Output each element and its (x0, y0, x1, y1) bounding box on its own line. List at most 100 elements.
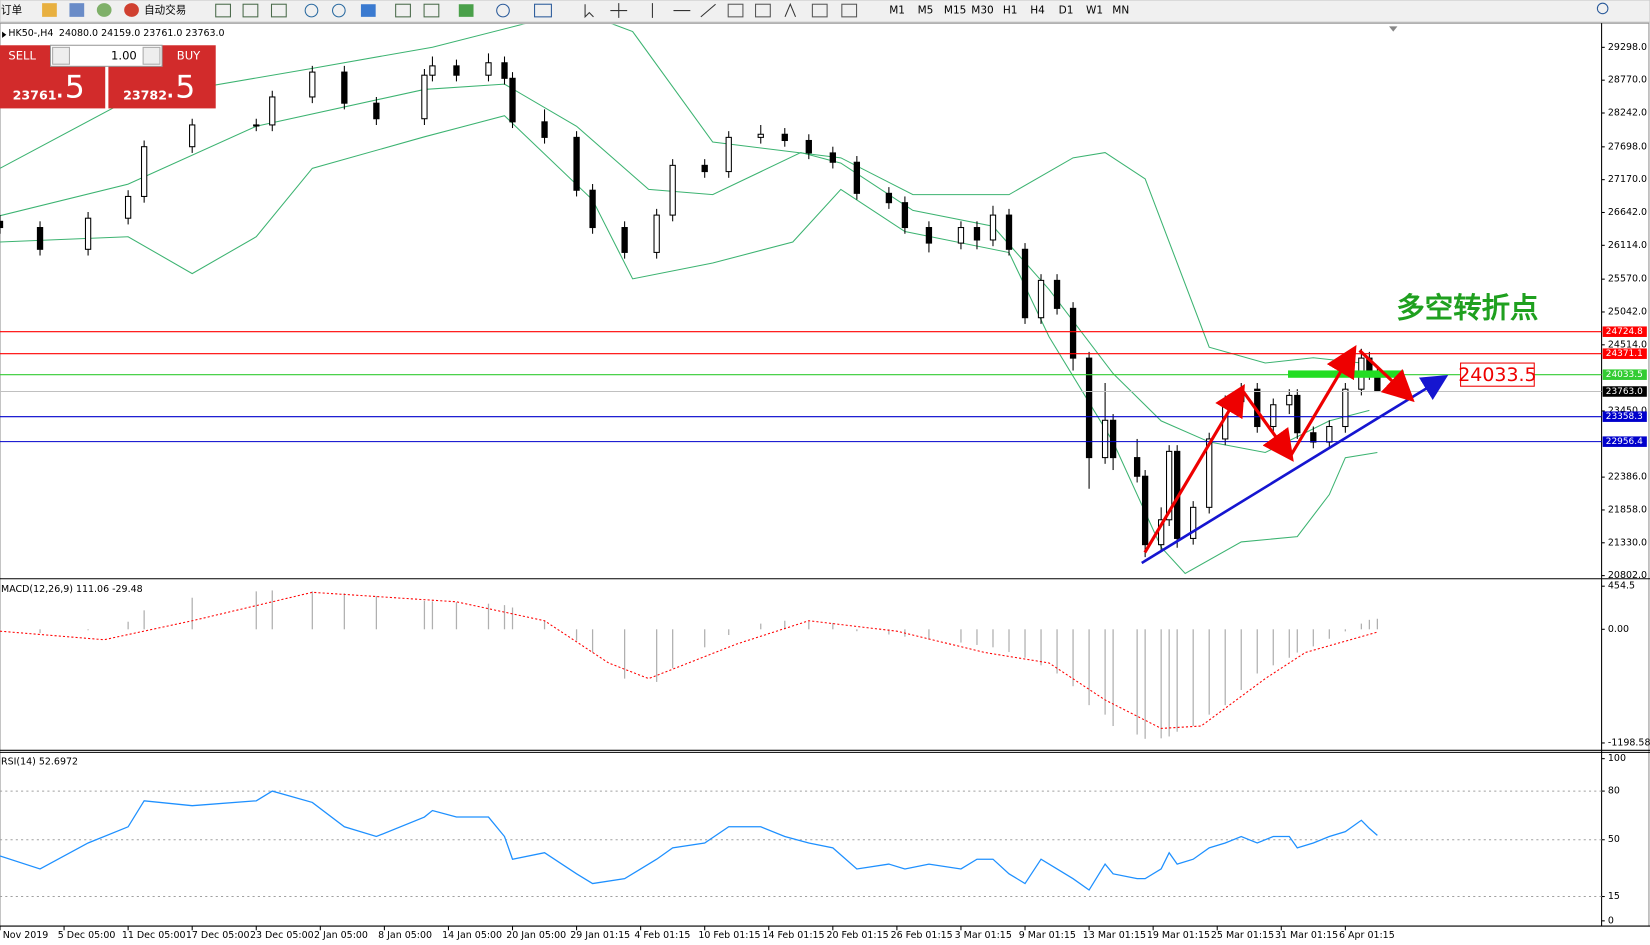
icon[interactable] (331, 3, 346, 18)
candle-body (1310, 432, 1317, 443)
icon[interactable] (651, 3, 716, 18)
rsi-line (0, 790, 1378, 891)
candle-body (725, 136, 732, 173)
icon[interactable] (423, 3, 440, 18)
icon[interactable] (811, 3, 828, 18)
header-marker (2, 31, 7, 38)
timeframe-button[interactable]: M1 (889, 5, 905, 17)
icon[interactable] (458, 4, 474, 17)
candle-body (501, 62, 508, 79)
price-line-tag (1602, 326, 1647, 337)
y-tick-label: 26642.0 (1608, 207, 1647, 218)
buy-label: BUY (177, 48, 201, 62)
indicator-title: MACD(12,26,9) 111.06 -29.48 (1, 584, 143, 595)
timeframe-button[interactable]: M5 (918, 5, 934, 17)
y-tick-label: 28242.0 (1608, 108, 1647, 119)
auto-trade-button[interactable]: 自动交易 (144, 4, 186, 17)
indicator-title: RSI(14) 52.6972 (1, 756, 78, 767)
toolbar-icons (215, 2, 1609, 19)
candle-body (485, 62, 492, 76)
icon[interactable] (215, 3, 231, 18)
icon[interactable] (96, 3, 112, 17)
icon[interactable] (727, 3, 744, 18)
lot-value[interactable]: 1.00 (111, 48, 137, 62)
icon[interactable] (395, 3, 411, 18)
candle-body (805, 139, 812, 154)
icon[interactable] (270, 3, 287, 18)
y-tick-label: 25042.0 (1608, 306, 1647, 317)
candle-body (253, 124, 260, 127)
candle-body (140, 146, 148, 197)
x-tick-label: 6 Apr 01:15 (1339, 930, 1395, 941)
panel: MACD(12,26,9) 111.06 -29.48 454.5 0.00 -119… (0, 581, 1650, 748)
icon[interactable] (124, 3, 139, 17)
y-tick-label: 0.00 (1608, 624, 1629, 635)
candle-body (509, 77, 516, 123)
icon[interactable] (496, 3, 510, 18)
timeframe-button[interactable]: H1 (1003, 5, 1018, 17)
timeframe-button[interactable]: H4 (1030, 5, 1045, 17)
new-order-button[interactable]: 订单 (1, 5, 22, 17)
y-tick-label: 28770.0 (1608, 75, 1647, 86)
chart-ohlc: 24080.0 24159.0 23761.0 23763.0 (59, 28, 225, 39)
icon[interactable] (584, 4, 594, 19)
candle-body (1342, 388, 1349, 428)
y-tick-label: 27170.0 (1608, 174, 1647, 185)
x-tick-label: 25 Mar 01:15 (1211, 930, 1274, 941)
timeframe-button[interactable]: MN (1112, 5, 1129, 17)
candle-body (853, 161, 861, 194)
candle-body (957, 227, 965, 244)
panel: 29298.0 28770.0 28242.0 27698.0 27170.0 26642… (0, 24, 1647, 581)
x-tick-label: 20 Feb 01:15 (827, 930, 889, 941)
lot-up[interactable] (142, 46, 161, 65)
candle-body (1190, 506, 1197, 539)
lot-down[interactable] (52, 46, 70, 65)
bid-price: 23761 (13, 87, 57, 102)
candle-body (1133, 457, 1141, 477)
candle-body (1085, 357, 1093, 459)
toolbar (0, 0, 1650, 23)
candle-body (589, 189, 596, 229)
y-tick-label: 25570.0 (1608, 274, 1647, 285)
timeframe-button[interactable]: M30 (971, 5, 993, 17)
icon[interactable] (360, 4, 376, 17)
x-tick-label: 9 Nov 2019 (0, 930, 48, 941)
price-line-tag (1602, 436, 1647, 447)
icon[interactable] (242, 3, 259, 18)
candle-body (1053, 279, 1061, 309)
icon[interactable] (784, 2, 797, 18)
icon[interactable] (69, 3, 85, 17)
candle-body (36, 227, 44, 250)
icon[interactable] (534, 3, 552, 18)
candle-body (541, 121, 548, 138)
timeframe-button[interactable]: D1 (1059, 5, 1074, 17)
x-tick-label: 23 Dec 05:00 (250, 930, 314, 941)
bollinger-band (0, 24, 1362, 364)
macd-signal (0, 591, 1378, 729)
price-line-label: 23763.0 (1606, 387, 1643, 397)
icon[interactable] (304, 3, 319, 18)
x-tick-label: 14 Jan 05:00 (442, 930, 502, 941)
search-icon[interactable] (1596, 2, 1609, 15)
icon[interactable] (841, 3, 858, 18)
candle-body (573, 136, 580, 191)
icon[interactable] (755, 3, 771, 18)
candle-body (1206, 438, 1213, 508)
icon[interactable] (42, 3, 57, 17)
timeframe-button[interactable]: M15 (944, 5, 966, 17)
price-label: 24033.5 (1458, 364, 1536, 386)
y-tick-label: 26114.0 (1608, 240, 1647, 251)
y-tick-label: 27698.0 (1608, 141, 1647, 152)
timeframe-button[interactable]: W1 (1086, 5, 1103, 17)
x-tick-label: 2 Jan 05:00 (314, 930, 368, 941)
icon[interactable] (610, 3, 628, 18)
candle-body (269, 96, 276, 126)
price-line-label: 24724.8 (1606, 327, 1643, 337)
price-line-tag (1602, 369, 1647, 380)
lot-input[interactable] (49, 44, 163, 67)
y-tick-label: 21858.0 (1608, 504, 1647, 515)
candle-body (669, 164, 676, 216)
x-tick-label: 17 Dec 05:00 (186, 930, 250, 941)
candle-body (885, 192, 893, 204)
price-line-label: 22956.4 (1606, 437, 1643, 447)
